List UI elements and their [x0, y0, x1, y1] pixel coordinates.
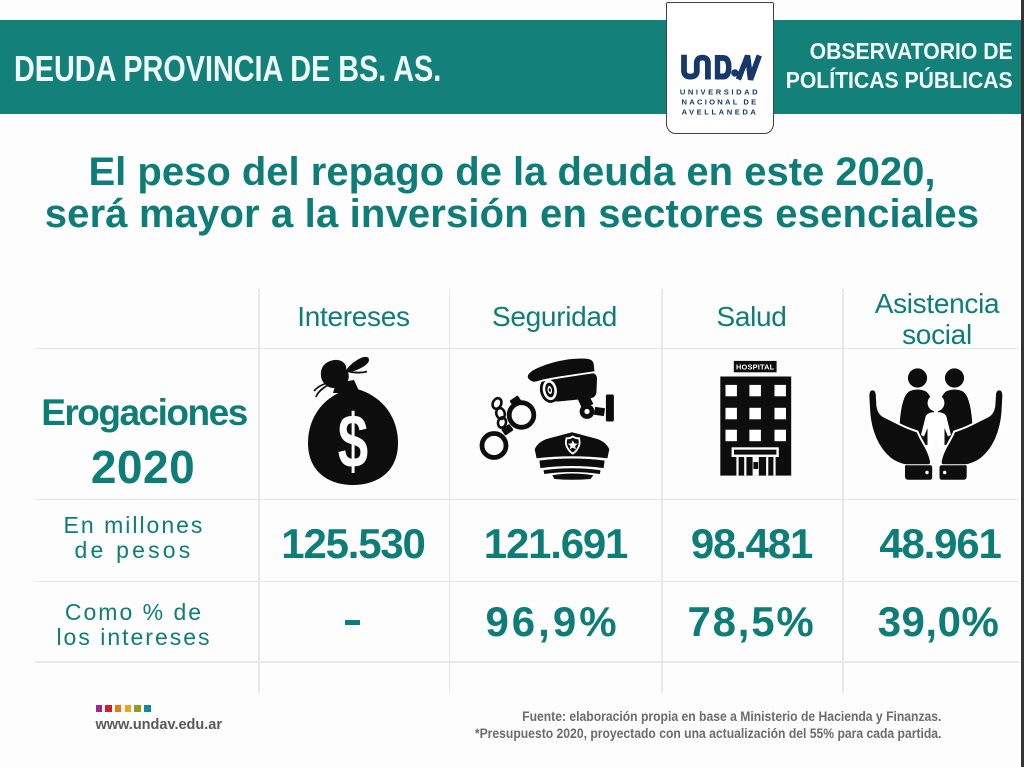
svg-text:HOSPITAL: HOSPITAL: [736, 363, 775, 372]
svg-text:$: $: [338, 400, 368, 485]
svg-text:UNIVERSIDAD: UNIVERSIDAD: [680, 88, 760, 97]
svg-text:NACIONAL DE: NACIONAL DE: [682, 98, 759, 107]
svg-text:AVELLANEDA: AVELLANEDA: [682, 108, 759, 117]
